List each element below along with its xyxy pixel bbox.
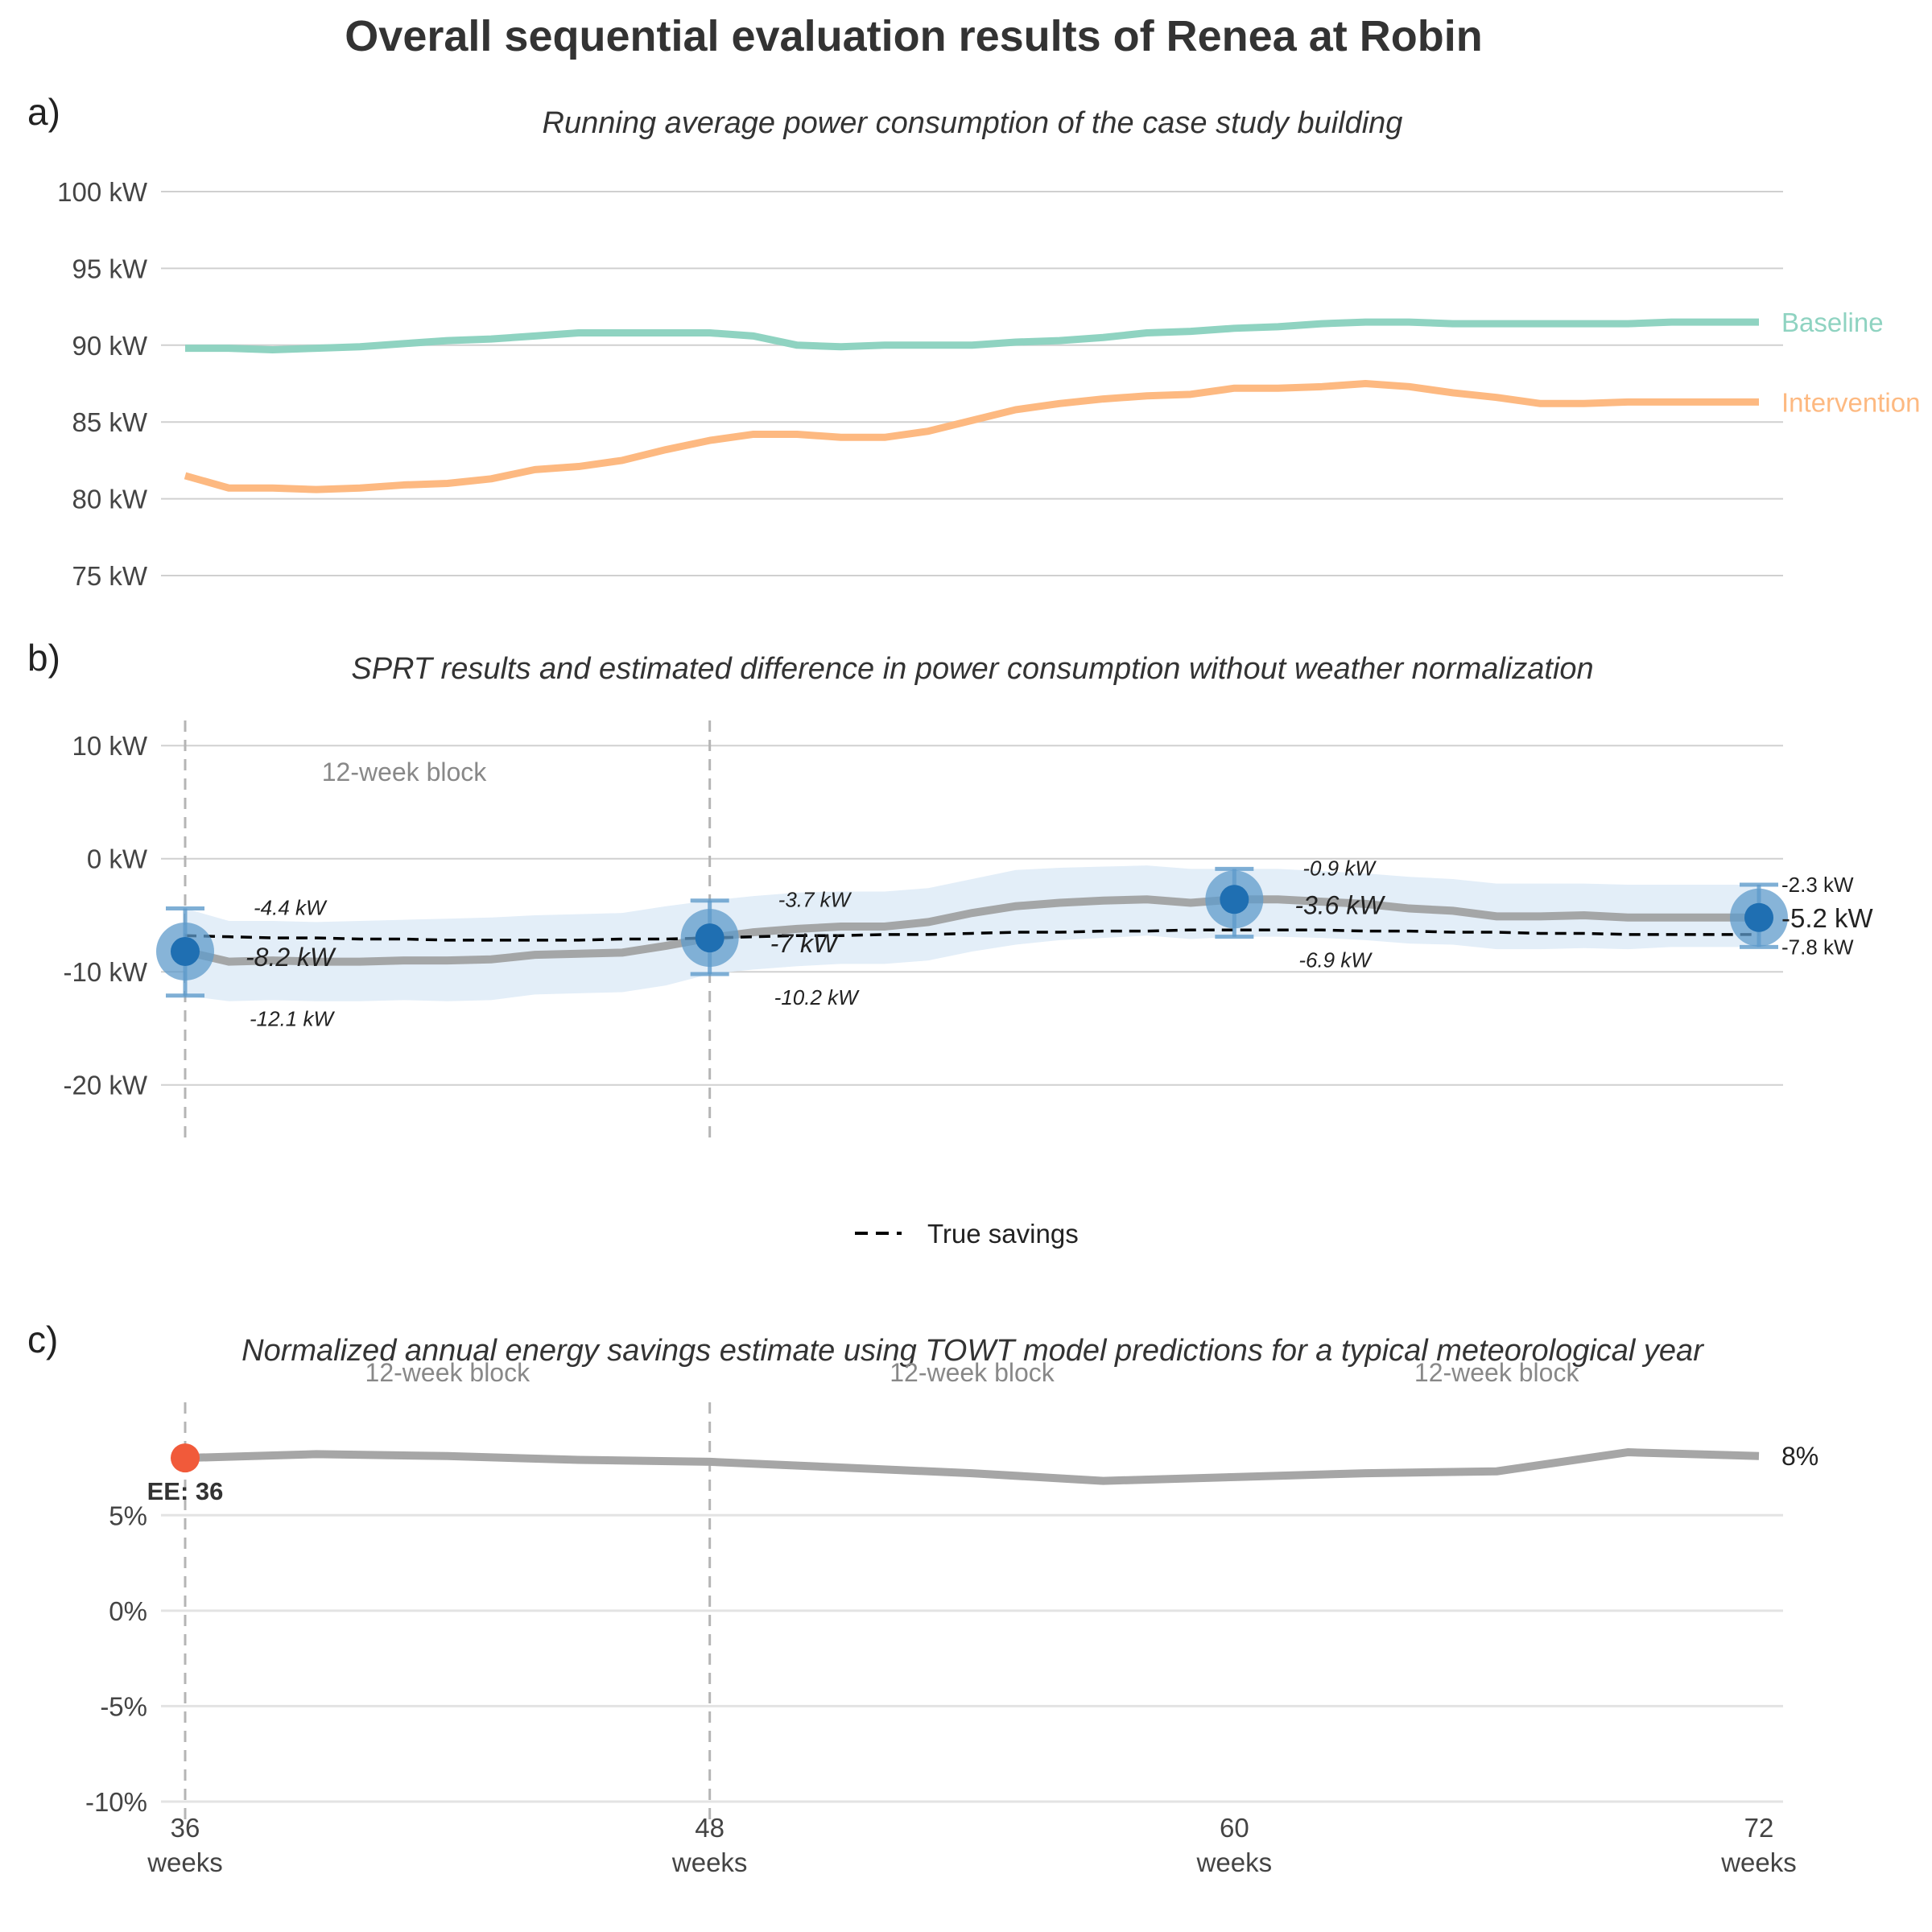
sprt-estimate-label: -3.6 kW: [1294, 890, 1385, 919]
panel-c-savings-line: [184, 1448, 1760, 1485]
panel-a-series-labels: Baseline Intervention: [1781, 308, 1920, 417]
sprt-lower-label: -12.1 kW: [250, 1007, 335, 1031]
sprt-upper-label: -3.7 kW: [778, 888, 852, 912]
panel-c-x-tick-unit: weeks: [1720, 1847, 1797, 1877]
panel-b-legend: True savings: [855, 1219, 1079, 1249]
panel-c-y-tick-labels: -10% -5% 0% 5%: [85, 1501, 147, 1817]
panel-c-y-tick-label: 0%: [109, 1596, 147, 1626]
panel-b-y-tick-label: 10 kW: [72, 731, 147, 761]
legend-true-savings-label: True savings: [927, 1219, 1079, 1249]
panel-a-y-tick-label: 75 kW: [72, 561, 147, 591]
panel-b-block-label: 12-week block: [322, 758, 488, 786]
panel-a-y-tick-label: 95 kW: [72, 254, 147, 283]
panel-a-y-tick-label: 100 kW: [57, 177, 148, 207]
panel-c-x-tick-label: 48: [695, 1813, 724, 1843]
panel-b-sprt-points: -8.2 kW -4.4 kW -12.1 kW -7 kW -3.7 kW -10.2 …: [156, 856, 1874, 1031]
sprt-point: [171, 936, 200, 966]
panel-c-x-tick-label: 36: [171, 1813, 200, 1843]
panel-c-y-tick-label: 5%: [109, 1501, 147, 1530]
sprt-lower-label: -6.9 kW: [1298, 948, 1373, 972]
sprt-upper-label: -4.4 kW: [254, 896, 328, 920]
panel-b-subtitle: SPRT results and estimated difference in…: [351, 652, 1593, 686]
panel-a-series-lines: [184, 318, 1759, 493]
panel-c-x-tick-label: 60: [1220, 1813, 1249, 1843]
sprt-point: [1744, 902, 1773, 932]
panel-a-y-tick-label: 90 kW: [72, 331, 147, 361]
panel-c-y-tick-label: -5%: [100, 1691, 147, 1721]
panel-b-block-dividers: [184, 720, 712, 1141]
series-label-intervention: Intervention: [1781, 387, 1920, 417]
panel-b-tag: b): [27, 637, 60, 679]
panel-a: a) Running average power consumption of …: [27, 91, 1920, 591]
panel-a-gridlines: [161, 191, 1783, 576]
series-label-baseline: Baseline: [1781, 308, 1884, 337]
figure-title: Overall sequential evaluation results of…: [345, 12, 1483, 60]
sprt-upper-label: -2.3 kW: [1781, 873, 1854, 897]
sprt-lower-label: -7.8 kW: [1781, 935, 1854, 959]
panel-c-x-tick-unit: weeks: [1196, 1847, 1273, 1877]
panel-b-y-tick-labels: -20 kW -10 kW 0 kW 10 kW: [63, 731, 147, 1100]
panel-c-early-end-label: EE: 36: [147, 1477, 224, 1505]
panel-c-tag: c): [27, 1319, 58, 1360]
panel-c-x-tick-label: 72: [1744, 1813, 1774, 1843]
panel-c-x-tick-unit: weeks: [147, 1847, 223, 1877]
sprt-estimate-label: -8.2 kW: [246, 943, 336, 972]
panel-c-gridlines: [161, 1513, 1783, 1803]
block-label: 12-week block: [1414, 1358, 1580, 1387]
series-line-baseline: [185, 318, 1759, 354]
panel-a-y-tick-label: 85 kW: [72, 407, 147, 437]
sprt-point: [1220, 885, 1249, 914]
panel-a-y-tick-label: 80 kW: [72, 485, 147, 514]
panel-b-y-tick-label: -10 kW: [63, 957, 147, 987]
panel-b-y-tick-label: -20 kW: [63, 1071, 147, 1100]
block-label: 12-week block: [365, 1358, 531, 1387]
panel-c-block-labels: 12-week block 12-week block 12-week block: [365, 1358, 1580, 1387]
panel-c-early-end-marker: [171, 1443, 200, 1473]
panel-a-y-tick-labels: 75 kW 80 kW 85 kW 90 kW 95 kW 100 kW: [57, 177, 148, 591]
sprt-estimate-label: -5.2 kW: [1781, 903, 1874, 933]
panel-b-estimate-line: [184, 895, 1759, 966]
panel-a-tag: a): [27, 91, 60, 133]
panel-b: b) SPRT results and estimated difference…: [27, 637, 1874, 1249]
sprt-point: [695, 923, 724, 953]
panel-c-subtitle: Normalized annual energy savings estimat…: [242, 1334, 1704, 1368]
sprt-estimate-label: -7 kW: [770, 929, 840, 958]
sprt-lower-label: -10.2 kW: [774, 985, 860, 1009]
series-line-intervention: [184, 380, 1759, 493]
panel-c: c) Normalized annual energy savings esti…: [27, 1319, 1818, 1877]
panel-c-block-dividers: [184, 1402, 712, 1821]
sprt-upper-label: -0.9 kW: [1302, 856, 1377, 880]
panel-a-subtitle: Running average power consumption of the…: [543, 106, 1403, 140]
panel-b-true-savings-line: [184, 928, 1759, 942]
panel-c-y-tick-label: -10%: [85, 1787, 147, 1817]
panel-c-x-tick-labels: 36 weeks 48 weeks 60 weeks 72 weeks: [147, 1813, 1797, 1877]
panel-b-y-tick-label: 0 kW: [87, 844, 148, 874]
panel-c-x-tick-unit: weeks: [671, 1847, 748, 1877]
block-label: 12-week block: [890, 1358, 1055, 1387]
panel-c-end-value-label: 8%: [1781, 1442, 1818, 1471]
